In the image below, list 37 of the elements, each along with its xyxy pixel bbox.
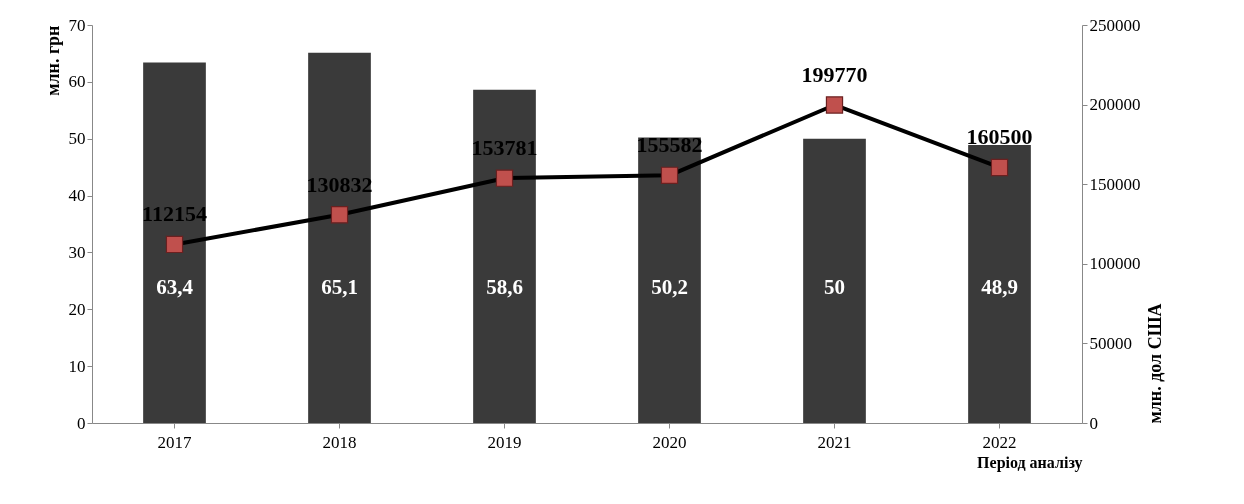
bar [803, 138, 866, 423]
data-label: 65,1 [321, 274, 358, 299]
y-axis-title: млн. грн [42, 25, 63, 96]
y2-tick-label: 100000 [1089, 254, 1141, 274]
data-label: 50 [824, 274, 845, 299]
y-tick-label: 0 [77, 413, 86, 433]
y-tick-label: 60 [68, 72, 86, 92]
x-tick-label: 2018 [322, 432, 357, 452]
y2-axis-title: млн. дол США [1144, 303, 1165, 424]
data-label: 199770 [801, 61, 868, 87]
y-tick-label: 50 [68, 129, 86, 149]
x-tick-label: 2017 [157, 432, 192, 452]
y-tick-label: 10 [68, 356, 86, 376]
bar [308, 52, 371, 423]
y2-tick-label: 200000 [1089, 95, 1141, 115]
y2-tick-label: 0 [1089, 413, 1098, 433]
data-label: 48,9 [981, 274, 1018, 299]
x-tick-label: 2021 [817, 432, 852, 452]
x-tick-label: 2022 [982, 432, 1017, 452]
y2-tick-label: 50000 [1089, 333, 1132, 353]
y-tick-label: 20 [68, 299, 86, 319]
x-tick-label: 2019 [487, 432, 522, 452]
data-label: 58,6 [486, 274, 523, 299]
bar [968, 144, 1031, 423]
bar [143, 62, 206, 423]
data-label: 50,2 [651, 274, 688, 299]
data-label: 160500 [966, 124, 1033, 150]
y-tick-label: 70 [68, 15, 86, 35]
y-tick-label: 40 [68, 186, 86, 206]
data-label: 63,4 [156, 274, 194, 299]
bar [473, 89, 536, 423]
x-tick-label: 2020 [652, 432, 687, 452]
y2-tick-label: 150000 [1089, 174, 1141, 194]
x-axis-title: Період аналізу [977, 453, 1083, 472]
y2-tick-label: 250000 [1089, 15, 1141, 35]
y-tick-label: 30 [68, 242, 86, 262]
bar [638, 137, 701, 423]
